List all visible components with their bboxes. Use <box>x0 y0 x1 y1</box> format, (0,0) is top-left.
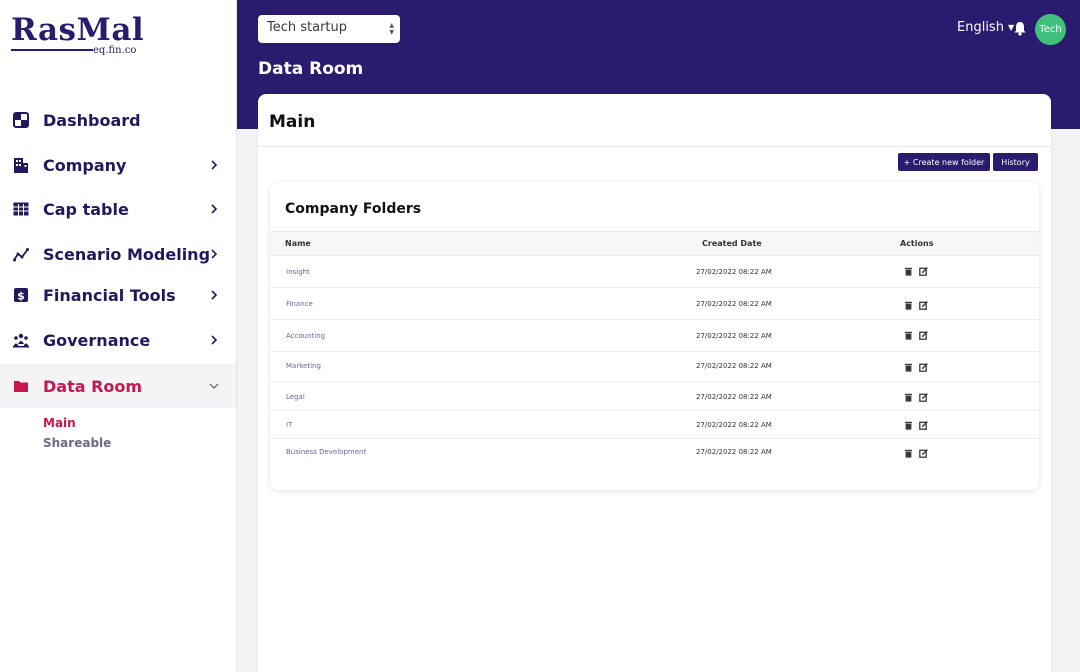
sidebar-item-label: Data Room <box>43 376 143 396</box>
sidebar-item-cap-table[interactable]: Cap table <box>0 187 236 231</box>
folder-name-link[interactable]: Finance <box>286 300 313 308</box>
table-row: Business Development 27/02/2022 08:22 AM <box>270 439 1039 467</box>
folder-created-date: 27/02/2022 08:22 AM <box>696 448 772 456</box>
sidebar-item-data-room[interactable]: Data Room <box>0 364 236 408</box>
sidebar-item-governance[interactable]: Governance <box>0 318 236 362</box>
sidebar-item-label: Cap table <box>43 199 129 219</box>
edit-icon[interactable] <box>919 363 928 372</box>
chevron-right-icon <box>211 160 218 170</box>
column-header-actions: Actions <box>900 239 934 248</box>
table-row: Insight 27/02/2022 08:22 AM <box>270 256 1039 288</box>
logo[interactable]: RasMal eq.fin.co <box>11 12 144 58</box>
svg-text:$: $ <box>17 290 25 303</box>
caret-down-icon: ▼ <box>1007 23 1015 32</box>
table-header: Name Created Date Actions <box>270 231 1039 256</box>
trash-icon[interactable] <box>904 393 913 402</box>
chart-line-icon <box>13 246 29 262</box>
logo-text: RasMal <box>11 12 145 48</box>
sidebar: RasMal eq.fin.co Dashboard Company Cap t… <box>0 0 237 672</box>
edit-icon[interactable] <box>919 421 928 430</box>
select-arrows-icon: ▲ ▼ <box>389 22 394 36</box>
trash-icon[interactable] <box>904 449 913 458</box>
folder-created-date: 27/02/2022 08:22 AM <box>696 393 772 401</box>
edit-icon[interactable] <box>919 449 928 458</box>
sidebar-item-label: Financial Tools <box>43 285 176 305</box>
chevron-down-icon <box>209 383 219 389</box>
trash-icon[interactable] <box>904 267 913 276</box>
chevron-right-icon <box>211 290 218 300</box>
chevron-right-icon <box>211 249 218 259</box>
language-selector[interactable]: English ▼ <box>957 20 1014 35</box>
folder-created-date: 27/02/2022 08:22 AM <box>696 421 772 429</box>
history-button[interactable]: History <box>993 153 1038 171</box>
trash-icon[interactable] <box>904 421 913 430</box>
sidebar-item-financial-tools[interactable]: $ Financial Tools <box>0 273 236 317</box>
sidebar-item-company[interactable]: Company <box>0 143 236 187</box>
folder-name-link[interactable]: Marketing <box>286 362 321 370</box>
sidebar-item-scenario-modeling[interactable]: Scenario Modeling <box>0 232 236 276</box>
company-folders-card: Company Folders Name Created Date Action… <box>270 182 1039 490</box>
dollar-icon: $ <box>13 287 29 303</box>
folders-title: Company Folders <box>285 201 422 217</box>
column-header-name: Name <box>285 239 311 248</box>
chevron-right-icon <box>211 204 218 214</box>
sidebar-item-label: Company <box>43 155 127 175</box>
language-label: English <box>957 20 1004 35</box>
folder-name-link[interactable]: Legal <box>286 393 305 401</box>
trash-icon[interactable] <box>904 331 913 340</box>
sidebar-subitem-shareable[interactable]: Shareable <box>43 436 112 450</box>
table-row: IT 27/02/2022 08:22 AM <box>270 411 1039 439</box>
folder-created-date: 27/02/2022 08:22 AM <box>696 362 772 370</box>
table-row: Marketing 27/02/2022 08:22 AM <box>270 352 1039 382</box>
sidebar-item-label: Dashboard <box>43 110 141 130</box>
sidebar-item-dashboard[interactable]: Dashboard <box>0 98 236 142</box>
sidebar-item-label: Scenario Modeling <box>43 244 211 264</box>
edit-icon[interactable] <box>919 301 928 310</box>
section-title: Main <box>269 112 316 132</box>
table-row: Accounting 27/02/2022 08:22 AM <box>270 320 1039 352</box>
trash-icon[interactable] <box>904 363 913 372</box>
edit-icon[interactable] <box>919 331 928 340</box>
company-select-value: Tech startup <box>267 20 348 35</box>
column-header-created-date: Created Date <box>702 239 762 248</box>
company-select[interactable]: Tech startup ▲ ▼ <box>258 15 400 43</box>
sidebar-subitem-main[interactable]: Main <box>43 416 76 430</box>
folder-name-link[interactable]: Business Development <box>286 448 367 456</box>
folder-name-link[interactable]: Insight <box>286 268 310 276</box>
people-icon <box>13 332 29 348</box>
edit-icon[interactable] <box>919 267 928 276</box>
page-title: Data Room <box>258 59 364 79</box>
folder-created-date: 27/02/2022 08:22 AM <box>696 332 772 340</box>
chevron-right-icon <box>211 335 218 345</box>
table-row: Finance 27/02/2022 08:22 AM <box>270 288 1039 320</box>
main-card: Main + Create new folder History Company… <box>258 94 1051 672</box>
dashboard-icon <box>13 112 29 128</box>
building-icon <box>13 157 29 173</box>
folder-created-date: 27/02/2022 08:22 AM <box>696 300 772 308</box>
bell-icon[interactable] <box>1013 21 1027 36</box>
table-icon <box>13 201 29 217</box>
avatar[interactable]: Tech <box>1035 14 1066 45</box>
divider <box>258 146 1051 147</box>
sidebar-item-label: Governance <box>43 330 151 350</box>
create-folder-button[interactable]: + Create new folder <box>898 153 990 171</box>
folder-icon <box>13 378 29 394</box>
edit-icon[interactable] <box>919 393 928 402</box>
table-row: Legal 27/02/2022 08:22 AM <box>270 382 1039 411</box>
folder-name-link[interactable]: Accounting <box>286 332 326 340</box>
trash-icon[interactable] <box>904 301 913 310</box>
folder-created-date: 27/02/2022 08:22 AM <box>696 268 772 276</box>
logo-subtitle: eq.fin.co <box>93 45 137 56</box>
logo-underline <box>11 49 93 51</box>
folder-name-link[interactable]: IT <box>286 421 293 429</box>
